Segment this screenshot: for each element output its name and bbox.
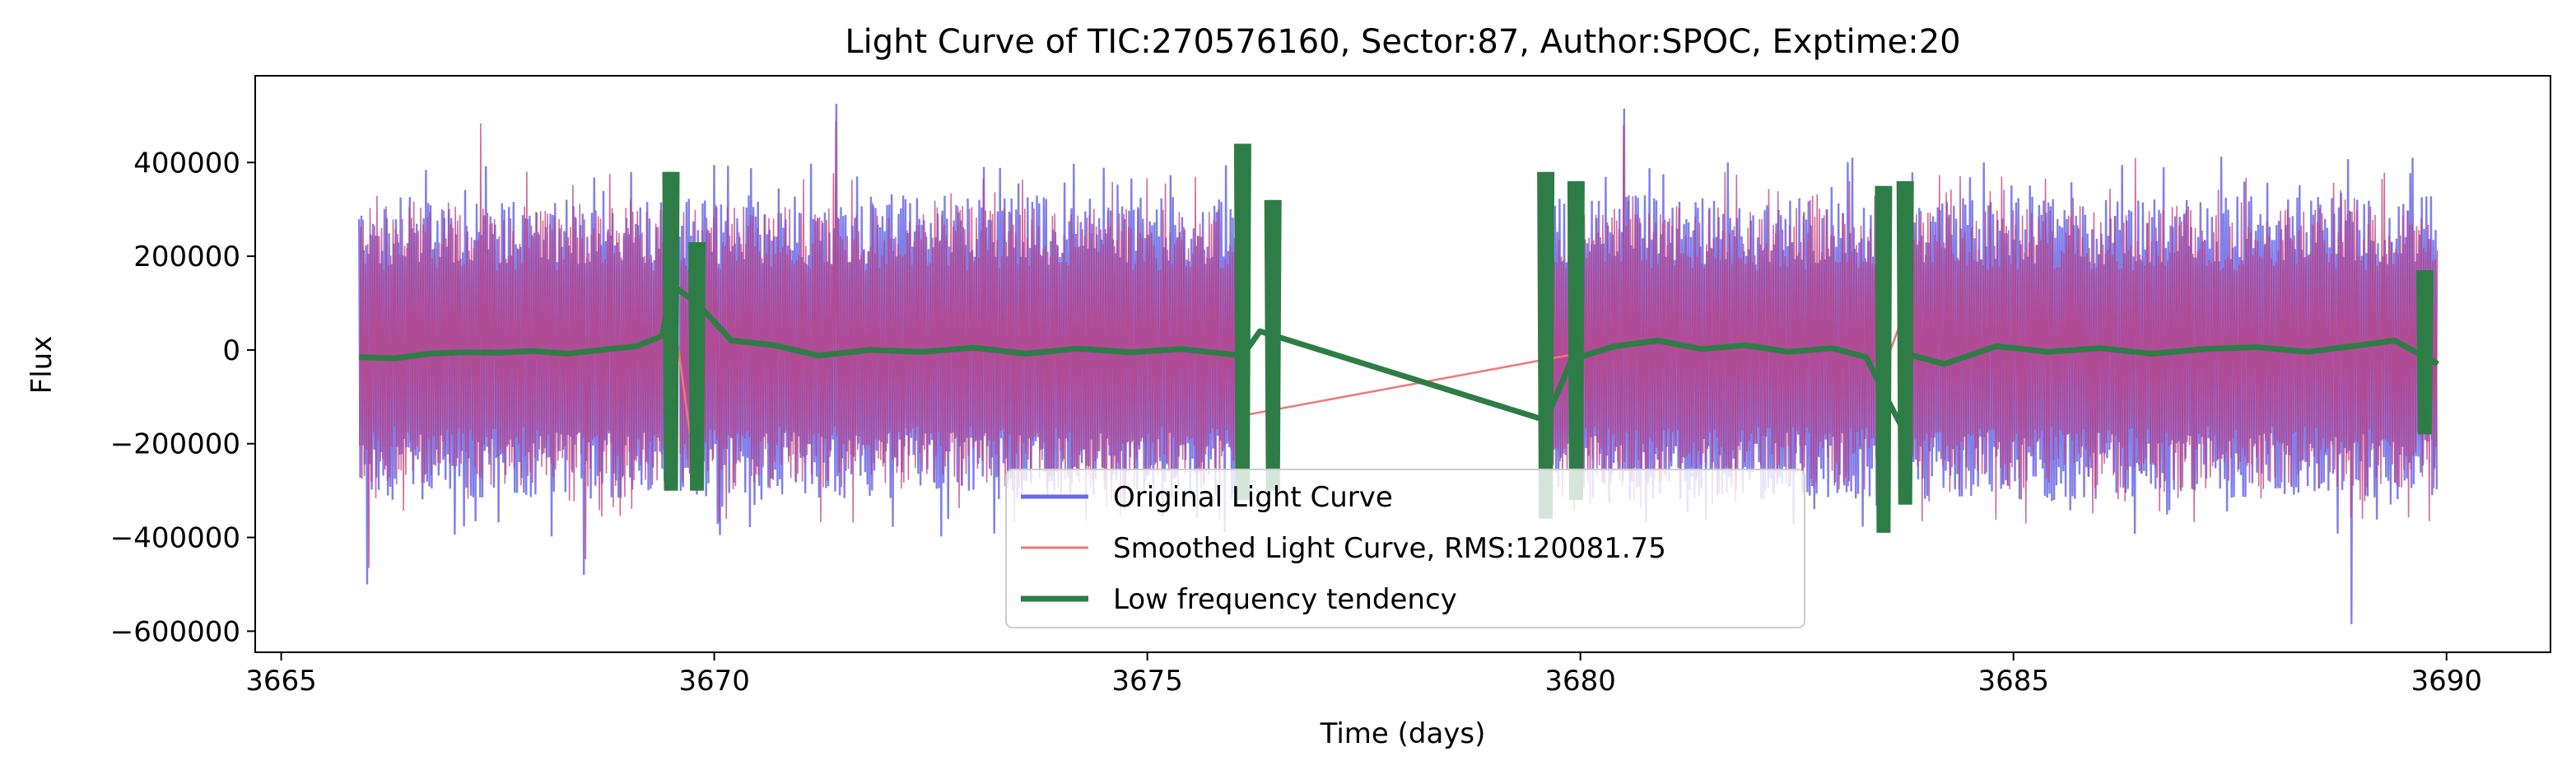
- smoothed-light-curve-bridge: [1242, 353, 1572, 417]
- low-frequency-tendency-line: [359, 281, 2439, 428]
- legend-label-original: Original Light Curve: [1113, 481, 1393, 514]
- x-tick-label: 3670: [678, 665, 750, 698]
- y-tick-label: 200000: [133, 240, 240, 273]
- smoothed-light-curve-segment: [1900, 157, 2439, 524]
- low-frequency-tendency-spike: [1537, 171, 1555, 519]
- low-frequency-tendency-spike: [662, 171, 680, 491]
- plot-frame: [254, 75, 2551, 653]
- x-tick-label: 3680: [1544, 665, 1616, 698]
- low-frequency-tendency-spike: [2415, 270, 2434, 435]
- chart-title: Light Curve of TIC:270576160, Sector:87,…: [845, 23, 1960, 61]
- original-light-curve-segment: [358, 166, 672, 585]
- low-frequency-tendency-spike: [1875, 185, 1893, 533]
- y-axis-label: Flux: [26, 336, 58, 395]
- smoothed-light-curve-segment: [679, 121, 1244, 523]
- low-frequency-tendency-spike: [1264, 199, 1282, 491]
- plot-area: [358, 104, 2439, 624]
- low-frequency-tendency-spike: [1896, 180, 1914, 505]
- x-tick-label: 3685: [1977, 665, 2049, 698]
- y-tick-label: 400000: [133, 147, 240, 180]
- x-tick-label: 3675: [1111, 665, 1183, 698]
- low-frequency-tendency-spike: [1233, 143, 1251, 501]
- y-axis: −600000 −400000 −200000 0 200000 400000: [110, 147, 255, 648]
- legend-box: [1005, 469, 1805, 628]
- x-axis: 3665 3670 3675 3680 3685 3690: [245, 652, 2482, 698]
- y-tick-label: −200000: [110, 428, 240, 461]
- x-tick-label: 3690: [2411, 665, 2482, 698]
- smoothed-light-curve-segment: [1545, 125, 1885, 511]
- legend-label-tendency: Low frequency tendency: [1113, 583, 1457, 616]
- low-frequency-tendency-spike: [688, 241, 706, 491]
- x-tick-label: 3665: [245, 665, 317, 698]
- x-axis-label: Time (days): [1320, 717, 1486, 750]
- y-tick-label: −600000: [110, 615, 240, 648]
- low-frequency-tendency-spike: [1567, 180, 1585, 501]
- y-tick-label: −400000: [110, 522, 240, 555]
- low-frequency-tendency-series: [359, 143, 2439, 533]
- legend: Original Light Curve Smoothed Light Curv…: [1005, 469, 1805, 628]
- smoothed-light-curve-segment: [359, 123, 672, 568]
- y-tick-label: 0: [222, 334, 240, 367]
- legend-label-smoothed: Smoothed Light Curve, RMS:120081.75: [1113, 532, 1666, 565]
